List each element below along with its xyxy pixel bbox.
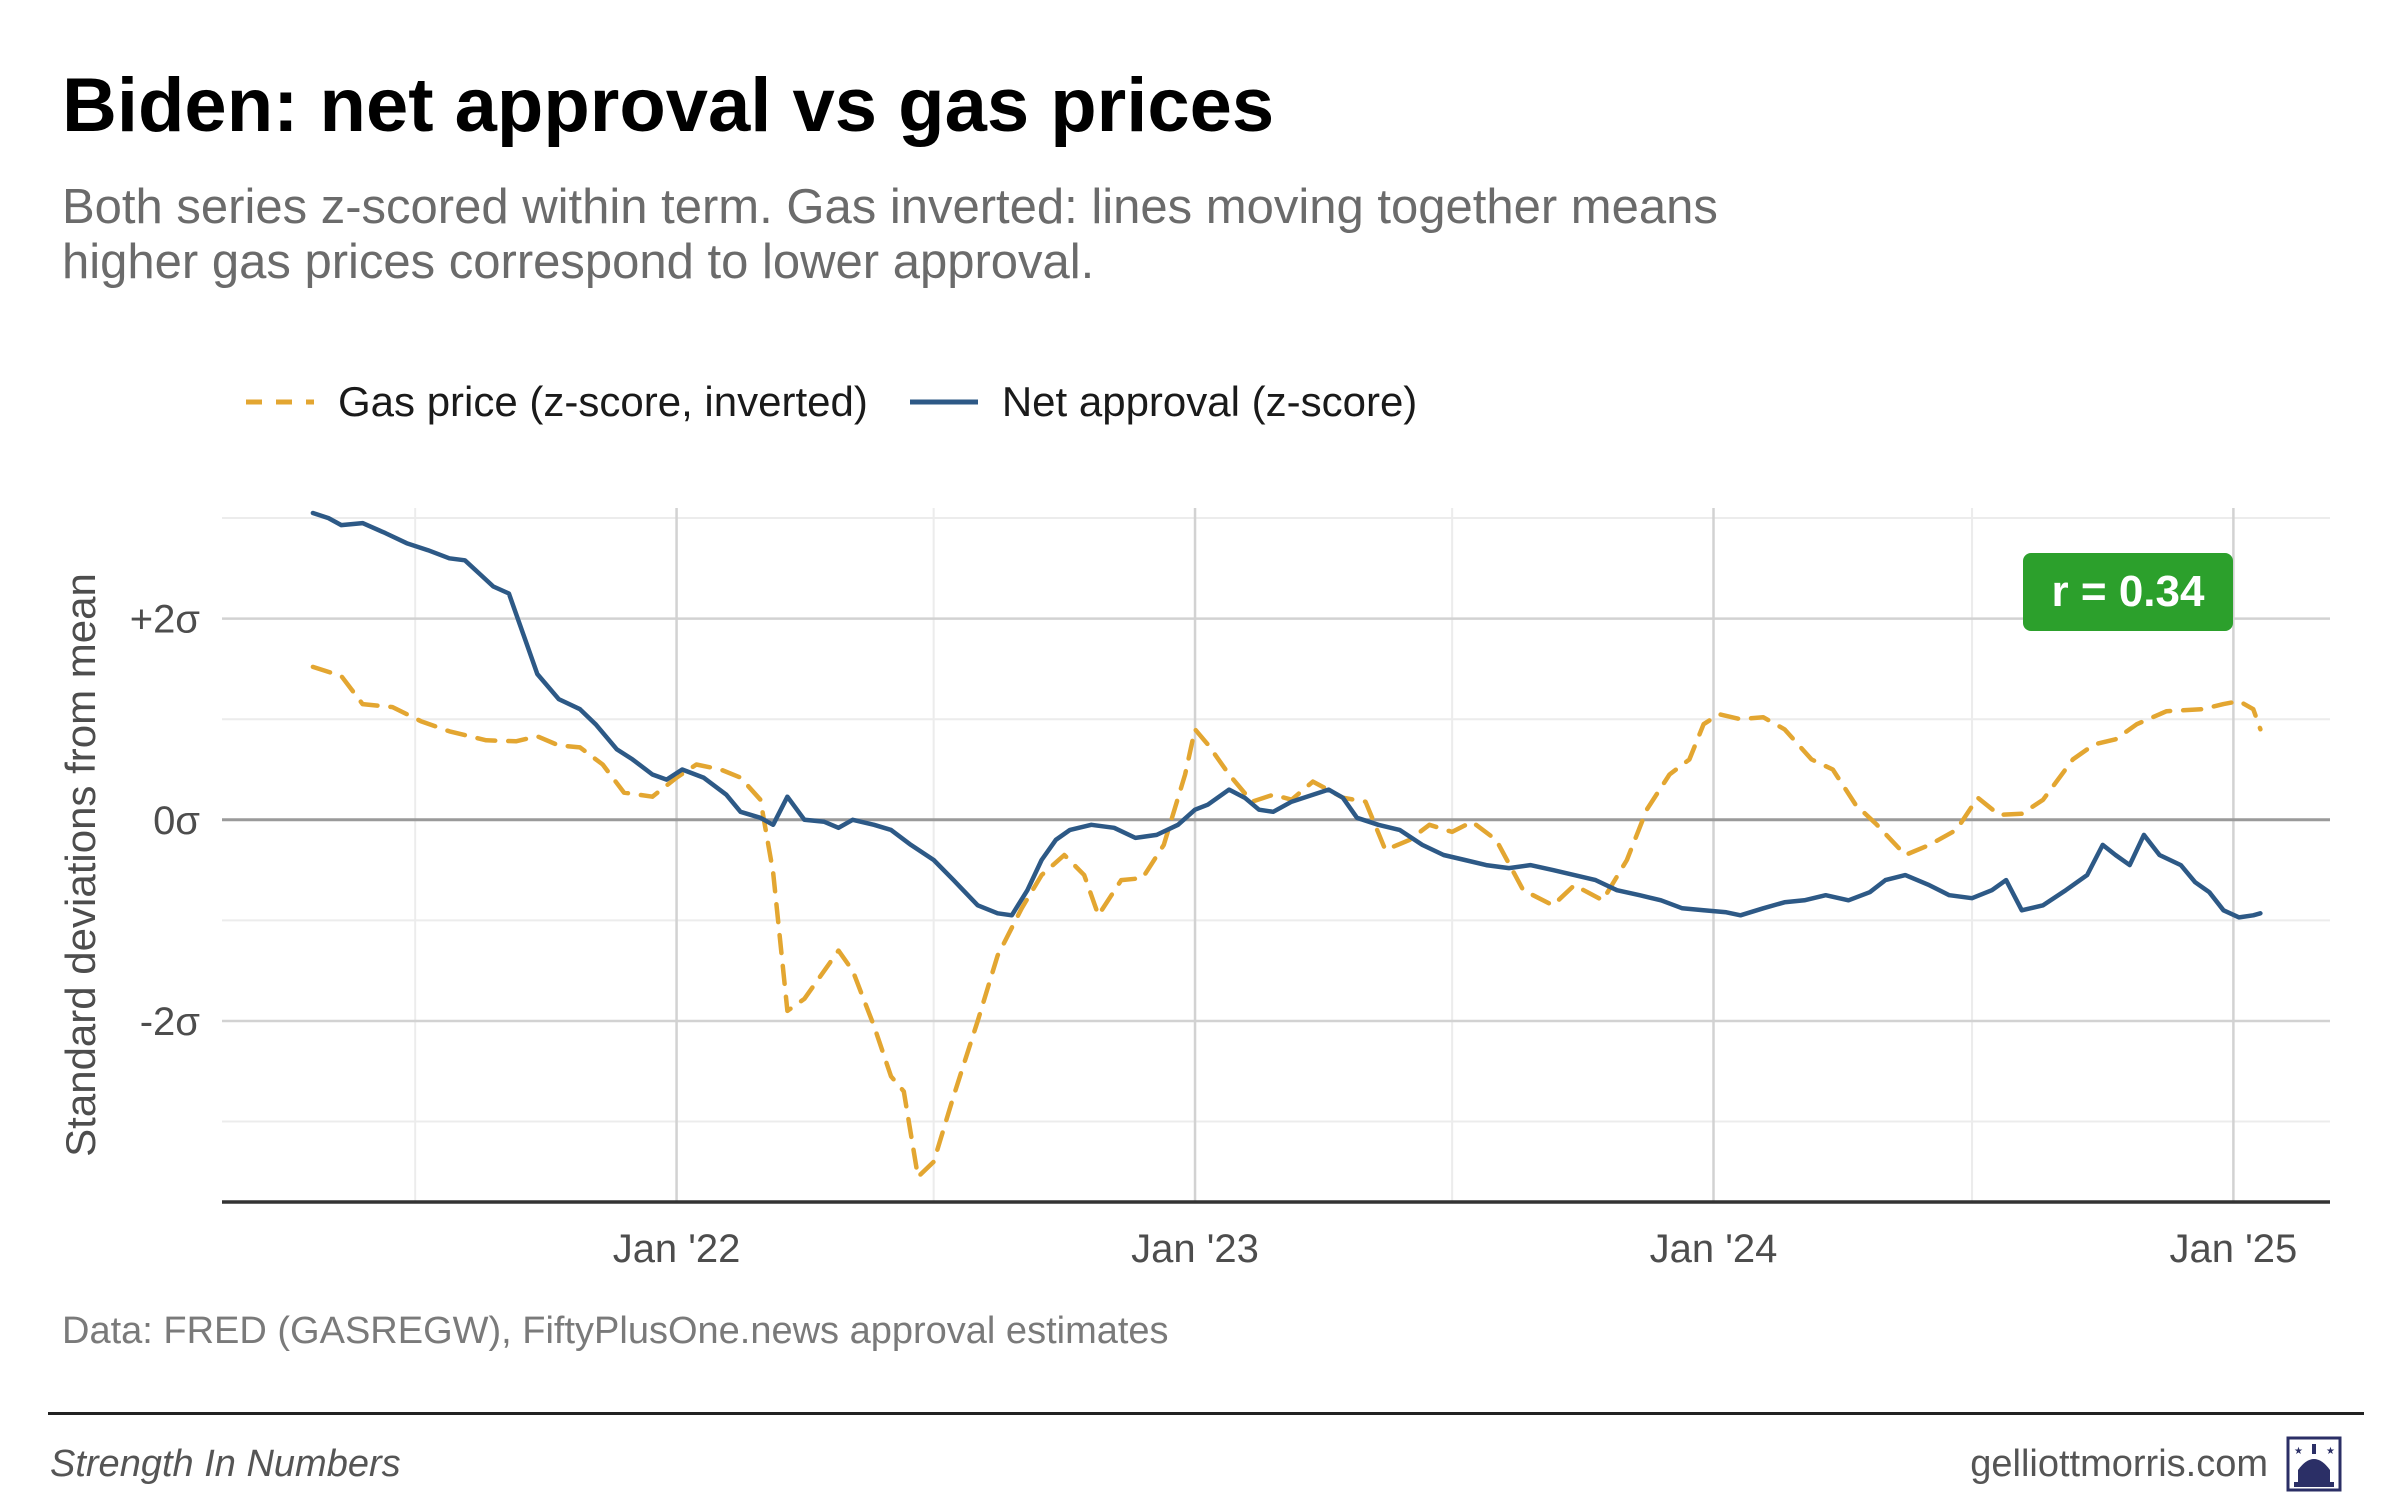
series-line-gas-price [310,664,2263,1180]
capitol-dome-icon: ★ ★ [2286,1436,2342,1492]
y-tick-label-1: 0σ [153,799,200,843]
x-tick-label-1: Jan '23 [1131,1227,1259,1271]
y-tick-label-0: +2σ [130,598,201,642]
legend-label-approval: Net approval (z-score) [1001,378,1418,425]
footer-divider [48,1412,2364,1415]
svg-text:★: ★ [2294,1446,2303,1457]
x-tick-label-0: Jan '22 [613,1227,741,1271]
footer-brand: Strength In Numbers [50,1443,401,1485]
footer-site-link[interactable]: gelliottmorris.com [1970,1443,2268,1485]
source-note: Data: FRED (GASREGW), FiftyPlusOne.news … [62,1310,1169,1352]
correlation-badge: r = 0.34 [2023,553,2233,631]
page-subtitle: Both series z-scored within term. Gas in… [62,180,1718,289]
x-tick-label-2: Jan '24 [1650,1227,1778,1271]
legend-key-approval [909,399,978,405]
svg-text:★: ★ [2326,1446,2335,1457]
legend-label-gas: Gas price (z-score, inverted) [338,378,868,425]
y-axis-title: Standard deviations from mean [57,573,104,1157]
page-title: Biden: net approval vs gas prices [62,63,1275,148]
legend-item-gas: Gas price (z-score, inverted) [246,378,868,426]
legend-key-gas [246,399,314,405]
legend-item-approval: Net approval (z-score) [909,378,1418,426]
y-tick-label-2: -2σ [140,1000,201,1044]
series-line-net-approval [310,510,2263,920]
chart-legend: Gas price (z-score, inverted) Net approv… [246,372,1459,432]
x-tick-label-3: Jan '25 [2170,1227,2298,1271]
